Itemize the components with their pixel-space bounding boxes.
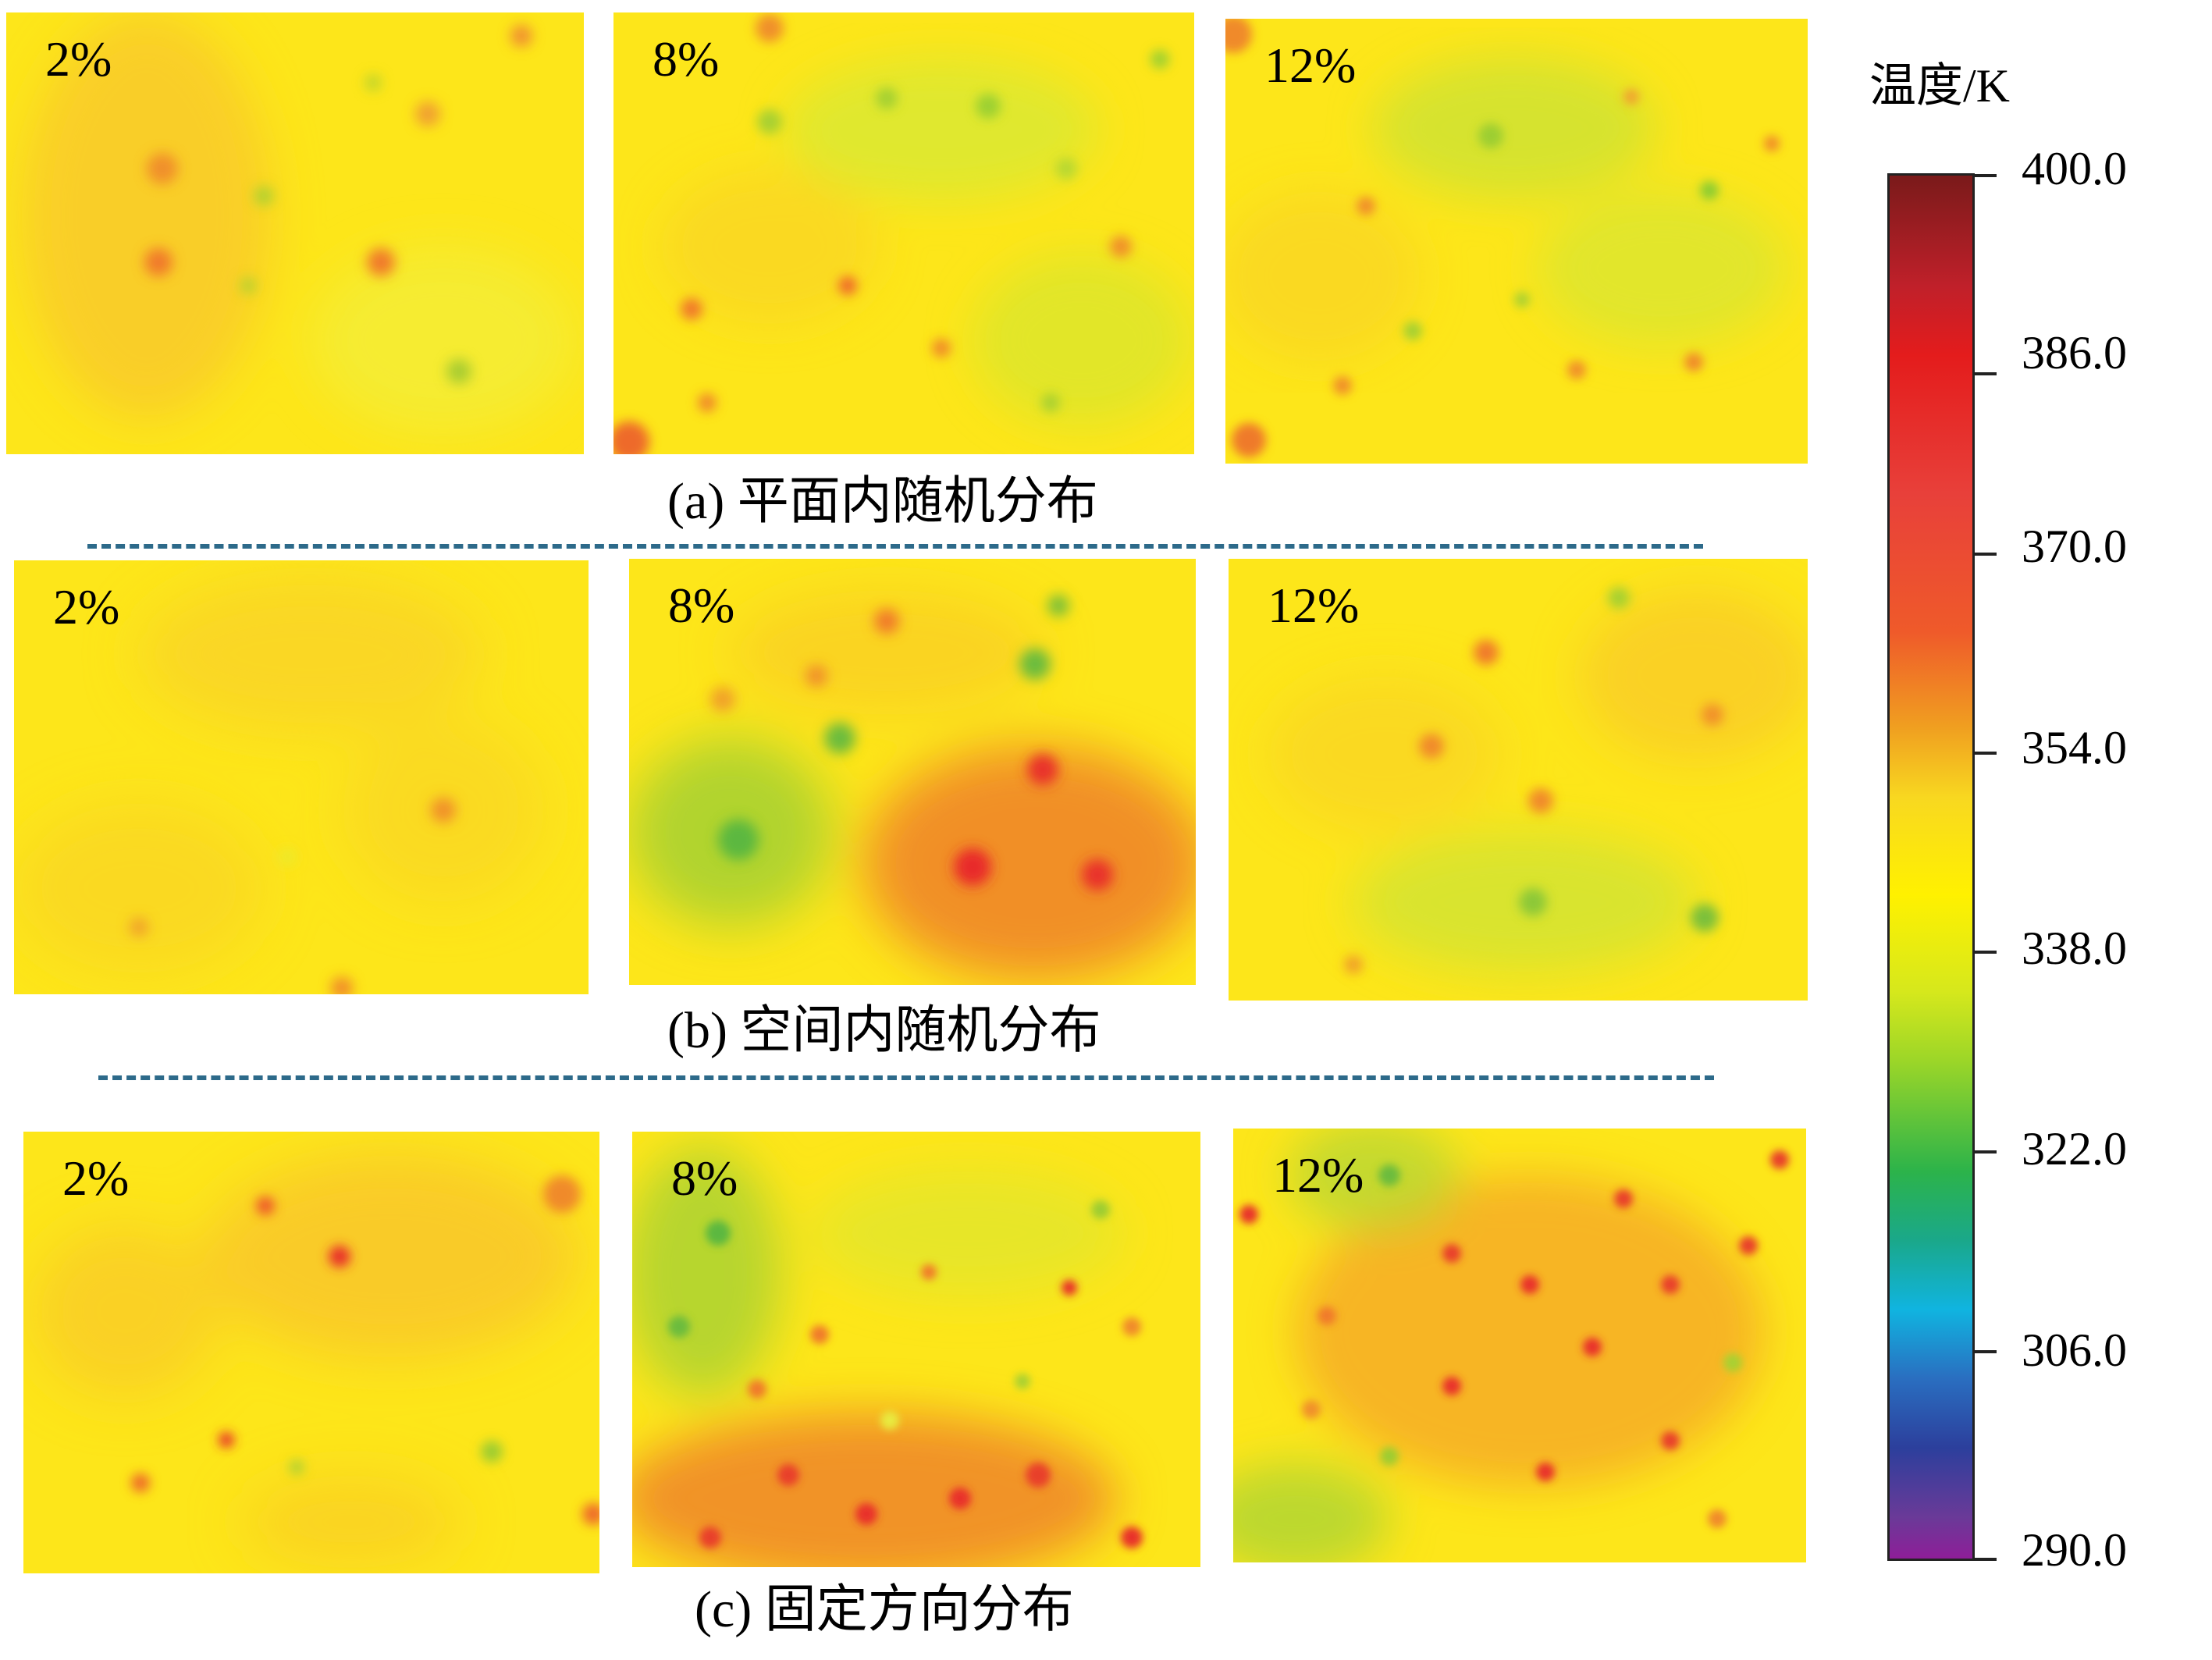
colorbar-tick [1975, 951, 1997, 954]
colorbar-tick-label: 400.0 [2022, 143, 2127, 194]
panel-label-percent: 2% [45, 31, 112, 87]
panel-label-percent: 12% [1264, 37, 1357, 93]
heatmap-panel-c-12: 12% [1233, 1129, 1806, 1562]
temperature-field-b-8 [629, 559, 1196, 985]
colorbar-tick-label: 386.0 [2022, 327, 2127, 379]
temperature-field-a-12 [1225, 19, 1808, 464]
colorbar-tick [1975, 1150, 1997, 1153]
colorbar-tick [1975, 174, 1997, 177]
temperature-field-b-12 [1229, 559, 1808, 1001]
panel-label-percent: 2% [53, 579, 120, 634]
row-divider [98, 1075, 1714, 1080]
colorbar-tick-label: 290.0 [2022, 1524, 2127, 1576]
colorbar-tick-label: 322.0 [2022, 1123, 2127, 1175]
row-divider [87, 544, 1703, 549]
colorbar-title: 温度/K [1869, 60, 2010, 112]
colorbar-tick [1975, 553, 1997, 556]
row-caption-c: (c) 固定方向分布 [695, 1581, 1074, 1638]
panel-label-percent: 8% [668, 578, 735, 633]
temperature-field-c-8 [632, 1132, 1200, 1567]
temperature-field-a-2 [6, 12, 584, 454]
colorbar-tick [1975, 1558, 1997, 1561]
temperature-field-b-2 [14, 560, 589, 994]
panel-label-percent: 8% [653, 31, 720, 87]
heatmap-panel-a-12: 12% [1225, 19, 1808, 464]
heatmap-panel-b-2: 2% [14, 560, 589, 994]
heatmap-panel-c-2: 2% [23, 1132, 599, 1573]
heatmap-panel-b-12: 12% [1229, 559, 1808, 1001]
temperature-field-c-2 [23, 1132, 599, 1573]
heatmap-panel-c-8: 8% [632, 1132, 1200, 1567]
panel-label-percent: 12% [1272, 1147, 1364, 1203]
colorbar-tick [1975, 752, 1997, 755]
colorbar-tick [1975, 1350, 1997, 1353]
heatmap-panel-a-8: 8% [613, 12, 1194, 454]
heatmap-panel-a-2: 2% [6, 12, 584, 454]
colorbar-tick-label: 338.0 [2022, 922, 2127, 974]
temperature-field-a-8 [613, 12, 1194, 454]
panel-label-percent: 12% [1268, 578, 1360, 633]
row-caption-a: (a) 平面内随机分布 [667, 473, 1098, 530]
colorbar [1887, 173, 1975, 1561]
panel-label-percent: 2% [62, 1150, 130, 1206]
colorbar-tick-label: 370.0 [2022, 521, 2127, 572]
temperature-field-c-12 [1233, 1129, 1806, 1562]
panel-label-percent: 8% [671, 1150, 738, 1206]
colorbar-tick-label: 354.0 [2022, 722, 2127, 773]
row-caption-b: (b) 空间内随机分布 [667, 1002, 1101, 1059]
heatmap-panel-b-8: 8% [629, 559, 1196, 985]
colorbar-tick [1975, 372, 1997, 375]
colorbar-tick-label: 306.0 [2022, 1324, 2127, 1376]
